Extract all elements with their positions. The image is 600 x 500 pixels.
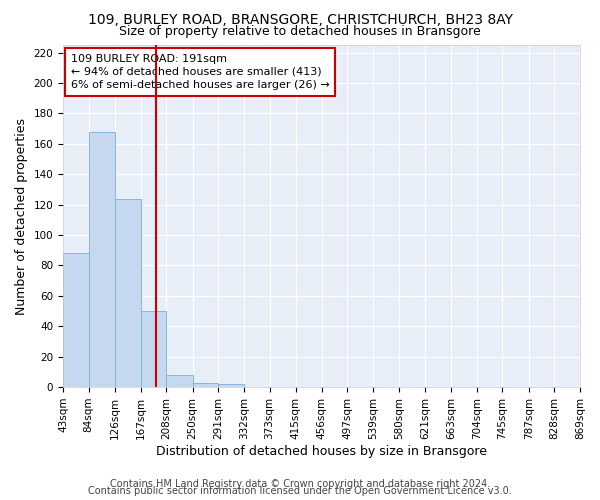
Bar <box>115 198 140 387</box>
Text: Size of property relative to detached houses in Bransgore: Size of property relative to detached ho… <box>119 25 481 38</box>
Bar <box>63 254 89 387</box>
Y-axis label: Number of detached properties: Number of detached properties <box>15 118 28 314</box>
Bar <box>140 311 166 387</box>
Text: Contains HM Land Registry data © Crown copyright and database right 2024.: Contains HM Land Registry data © Crown c… <box>110 479 490 489</box>
Bar <box>89 132 115 387</box>
X-axis label: Distribution of detached houses by size in Bransgore: Distribution of detached houses by size … <box>156 444 487 458</box>
Bar <box>193 382 218 387</box>
Bar <box>218 384 244 387</box>
Bar <box>166 375 193 387</box>
Text: 109 BURLEY ROAD: 191sqm
← 94% of detached houses are smaller (413)
6% of semi-de: 109 BURLEY ROAD: 191sqm ← 94% of detache… <box>71 54 329 90</box>
Text: Contains public sector information licensed under the Open Government Licence v3: Contains public sector information licen… <box>88 486 512 496</box>
Text: 109, BURLEY ROAD, BRANSGORE, CHRISTCHURCH, BH23 8AY: 109, BURLEY ROAD, BRANSGORE, CHRISTCHURC… <box>88 12 512 26</box>
